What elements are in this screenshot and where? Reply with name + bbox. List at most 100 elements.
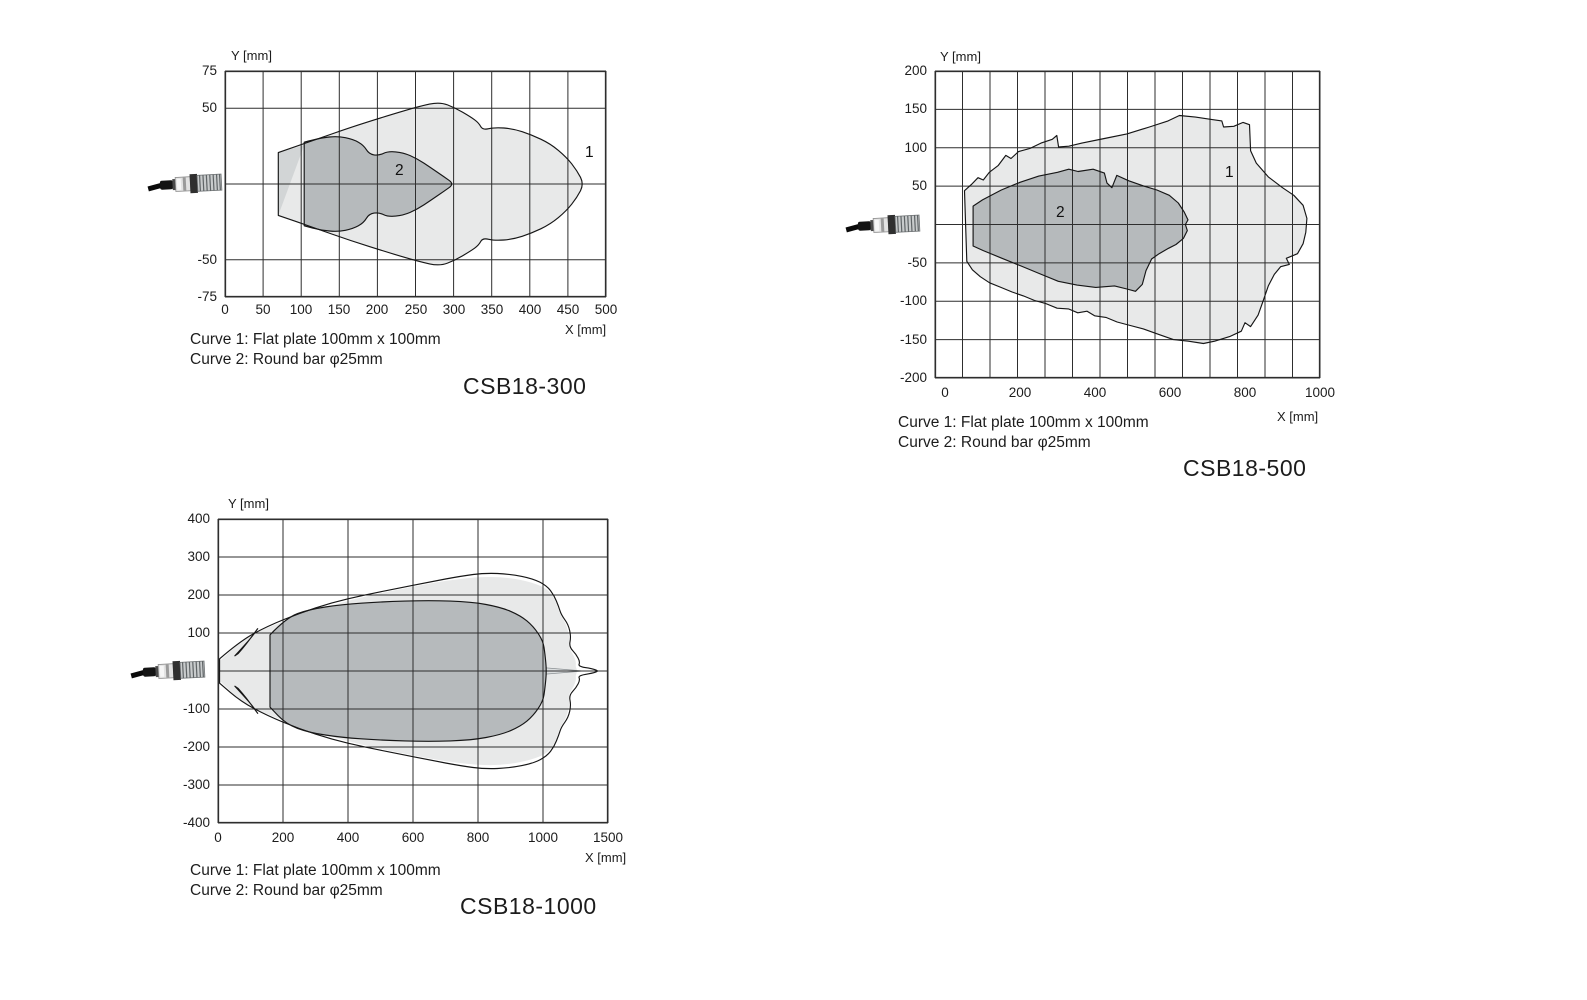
curve2-number-label: 2: [395, 162, 404, 179]
x-tick-label: 800: [466, 830, 490, 845]
x-tick-label: 200: [1008, 385, 1032, 400]
ultrasonic-sensor-icon: [845, 214, 921, 235]
x-tick-label: 0: [941, 385, 949, 400]
sensor-threads: [181, 661, 204, 679]
chart-title: CSB18-1000: [460, 893, 597, 919]
y-axis-title: Y [mm]: [940, 49, 981, 64]
plot-border: [224, 70, 607, 298]
y-axis-title: Y [mm]: [231, 48, 272, 63]
sensor-collar: [880, 218, 885, 232]
ultrasonic-sensor-icon: [130, 660, 206, 681]
curve1-caption: Curve 1: Flat plate 100mm x 100mm: [190, 331, 441, 348]
y-tick-label: -100: [899, 293, 927, 308]
beam-pattern-plot: 1 2: [224, 70, 607, 298]
curve1-number-label: 1: [1225, 164, 1234, 181]
curve2-outline: [303, 136, 453, 232]
chart-title: CSB18-300: [463, 373, 587, 399]
sensor-cable: [130, 669, 146, 679]
curve-outlines: [963, 114, 1308, 345]
x-tick-label: 1500: [592, 830, 624, 845]
y-tick-label: -50: [197, 252, 217, 267]
x-tick-label: 150: [327, 302, 351, 317]
curve2-area: [973, 169, 1188, 292]
sensor-highlight: [176, 178, 182, 190]
grid-lines: [934, 70, 1321, 379]
curve2-outline: [972, 168, 1189, 292]
curve2-caption: Curve 2: Round bar φ25mm: [190, 882, 383, 899]
curve1-caption: Curve 1: Flat plate 100mm x 100mm: [190, 862, 441, 879]
curve1-sidelobe-top: [234, 628, 259, 657]
sensor-cable: [147, 182, 163, 192]
sensor-highlight: [874, 219, 880, 231]
beam-pattern-plot: [217, 518, 609, 824]
sensor-nut: [189, 173, 198, 194]
x-tick-label: 250: [404, 302, 428, 317]
y-axis-title: Y [mm]: [228, 496, 269, 511]
x-tick-label: 1000: [1304, 385, 1336, 400]
x-tick-label: 200: [365, 302, 389, 317]
chart-csb18-500: Y [mm] 200 150 100 50 -50 -100 -150 -200…: [845, 45, 1405, 495]
x-tick-label: 200: [271, 830, 295, 845]
x-tick-label: 50: [255, 302, 271, 317]
y-tick-label: 100: [187, 625, 210, 640]
y-tick-label: -75: [197, 289, 217, 304]
beam-pattern-plot: 1 2: [934, 70, 1321, 379]
near-zone-band: [278, 145, 305, 216]
curve1-outline: [219, 572, 598, 770]
y-tick-label: 50: [201, 100, 217, 115]
y-tick-label: 200: [187, 587, 210, 602]
sensor-threads: [198, 174, 221, 192]
grid-lines: [217, 518, 609, 824]
curve1-outline: [963, 114, 1308, 345]
curve2-caption: Curve 2: Round bar φ25mm: [898, 434, 1091, 451]
curve2-number-label: 2: [1056, 204, 1065, 221]
x-axis-title: X [mm]: [585, 850, 627, 865]
curve-fills: [964, 115, 1307, 344]
x-axis-title: X [mm]: [1277, 409, 1319, 424]
chart-csb18-300: Y [mm] 75 50 -50 -75 1 2 0 50 100 150 20…: [145, 45, 675, 425]
chart-csb18-1000: Y [mm] 400 300 200 100 -100 -200 -300 -4…: [130, 495, 690, 935]
x-tick-label: 1000: [527, 830, 559, 845]
curve-outlines: [219, 572, 598, 770]
y-tick-label: -200: [899, 370, 927, 385]
x-tick-label: 450: [556, 302, 580, 317]
x-tick-label: 100: [289, 302, 313, 317]
y-tick-label: 200: [904, 63, 927, 78]
sensor-connector-boot: [142, 667, 157, 677]
sensor-nut: [887, 214, 896, 235]
y-tick-label: 300: [187, 549, 210, 564]
sensor-threads: [896, 215, 919, 233]
curve2-caption: Curve 2: Round bar φ25mm: [190, 351, 383, 368]
curve1-sidelobe-bottom: [234, 685, 259, 714]
sensor-connector-boot: [857, 221, 872, 231]
x-tick-label: 500: [594, 302, 618, 317]
sensor-cable: [845, 223, 861, 233]
x-tick-label: 800: [1233, 385, 1257, 400]
y-tick-label: -50: [907, 255, 927, 270]
grid-lines: [224, 70, 607, 298]
sensor-nut: [172, 660, 181, 681]
x-tick-label: 0: [214, 830, 222, 845]
curve1-number-label: 1: [585, 144, 594, 161]
y-tick-label: 100: [904, 140, 927, 155]
y-tick-label: 150: [904, 101, 927, 116]
x-axis-title: X [mm]: [565, 322, 607, 337]
sensor-collar: [182, 177, 187, 191]
x-tick-label: 300: [442, 302, 466, 317]
x-tick-label: 600: [1158, 385, 1182, 400]
sensor-connector-boot: [159, 180, 174, 190]
y-tick-label: 75: [201, 63, 217, 78]
sensor-collar: [165, 664, 170, 678]
ultrasonic-sensor-icon: [147, 173, 223, 194]
x-tick-label: 400: [336, 830, 360, 845]
x-tick-label: 350: [480, 302, 504, 317]
curve2-outline: [269, 600, 547, 742]
y-tick-label: -200: [182, 739, 210, 754]
x-tick-label: 400: [518, 302, 542, 317]
x-tick-label: 0: [221, 302, 229, 317]
curve1-caption: Curve 1: Flat plate 100mm x 100mm: [898, 414, 1149, 431]
plot-border: [934, 70, 1321, 379]
curve-outlines: [277, 102, 583, 266]
chart-title: CSB18-500: [1183, 455, 1307, 481]
